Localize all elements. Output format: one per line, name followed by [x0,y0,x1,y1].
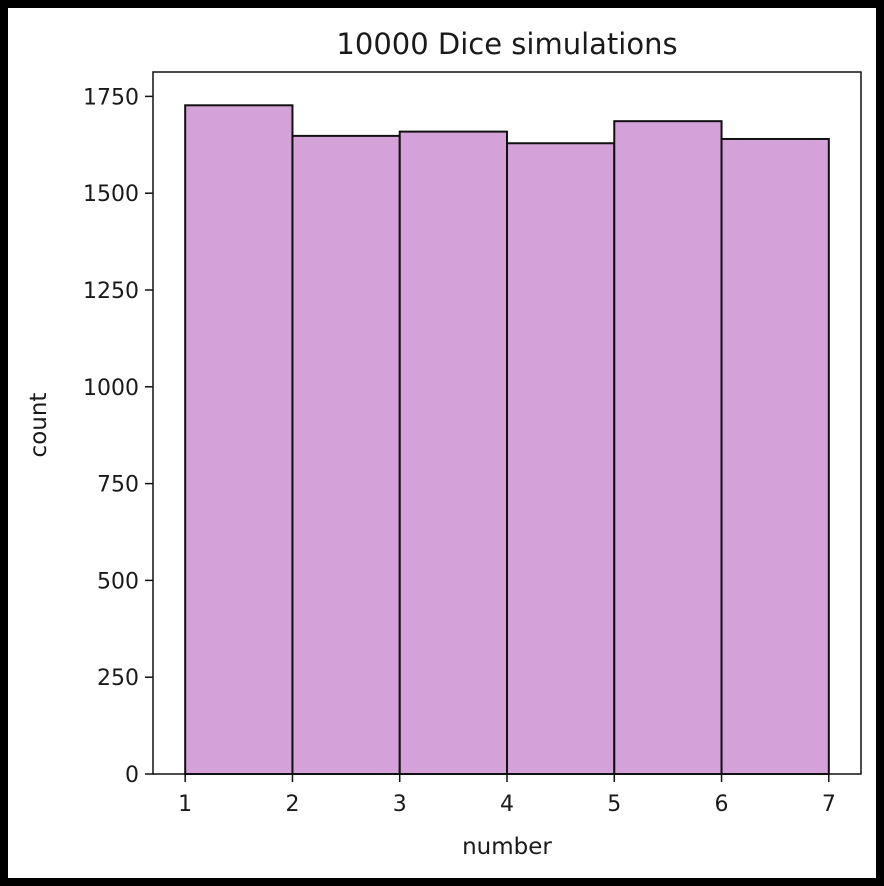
x-tick-label: 1 [178,792,192,817]
x-tick-label: 6 [715,792,729,817]
x-axis-ticks: 1 2 3 4 5 6 7 [178,774,836,817]
x-tick-label: 7 [822,792,836,817]
y-tick-label: 1250 [83,279,139,304]
y-tick-label: 250 [97,666,139,691]
histogram-bar-1 [184,104,294,776]
x-tick-label: 3 [393,792,407,817]
histogram-bar-4 [506,142,616,776]
y-tick-label: 1500 [83,182,139,207]
x-axis-label: number [462,834,552,860]
histogram-bar-3 [398,130,508,776]
x-tick-label: 4 [500,792,514,817]
y-tick-label: 0 [125,763,139,788]
y-axis-label: count [26,393,52,458]
y-tick-label: 750 [97,473,139,498]
histogram-bar-5 [613,120,723,775]
x-tick-label: 5 [607,792,621,817]
histogram-bars [184,104,830,776]
y-tick-label: 1000 [83,376,139,401]
x-tick-label: 2 [285,792,299,817]
histogram-bar-2 [291,134,401,775]
y-tick-label: 1750 [83,85,139,110]
chart-title: 10000 Dice simulations [336,27,677,61]
y-axis-ticks: 0 250 500 750 1000 1250 1500 1750 [83,85,153,788]
y-tick-label: 500 [97,569,139,594]
histogram-bar-6 [720,137,830,775]
